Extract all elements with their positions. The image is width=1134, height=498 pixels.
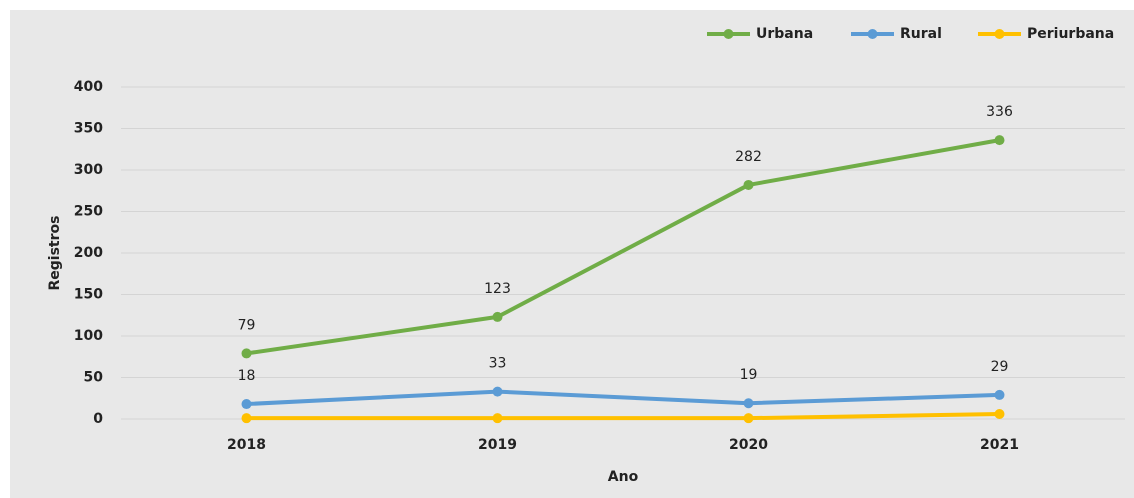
- y-tick-label: 50: [84, 370, 104, 386]
- x-tick-label: 2021: [980, 437, 1019, 453]
- data-point: [994, 135, 1005, 146]
- legend-marker: [994, 29, 1005, 39]
- y-tick-label: 300: [74, 162, 103, 178]
- data-label: 29: [991, 359, 1009, 375]
- x-tick-label: 2018: [227, 437, 266, 453]
- data-label: 123: [484, 281, 511, 297]
- data-point: [492, 386, 503, 397]
- x-tick-label: 2020: [729, 437, 768, 453]
- data-point: [743, 398, 754, 409]
- series-line: [246, 138, 1000, 356]
- data-label: 19: [740, 367, 758, 383]
- legend-marker: [867, 29, 878, 39]
- data-label: 336: [986, 104, 1013, 120]
- y-tick-label: 150: [74, 287, 103, 303]
- x-tick-label: 2019: [478, 437, 517, 453]
- legend-label: Urbana: [756, 26, 813, 42]
- y-tick-label: 250: [74, 204, 103, 220]
- data-point: [241, 399, 252, 410]
- series-line: [246, 389, 1000, 407]
- y-tick-label: 350: [74, 121, 103, 137]
- y-tick-label: 100: [74, 328, 103, 344]
- data-label: 33: [489, 356, 507, 372]
- data-label: 79: [238, 317, 256, 333]
- data-point: [743, 179, 754, 190]
- data-point: [743, 413, 754, 424]
- data-point: [994, 389, 1005, 400]
- data-point: [492, 413, 503, 424]
- data-label: 282: [735, 149, 762, 165]
- series-line: [246, 412, 1000, 421]
- data-point: [241, 348, 252, 359]
- y-tick-label: 400: [74, 79, 103, 95]
- data-label: 18: [238, 368, 256, 384]
- data-point: [241, 413, 252, 424]
- data-point: [492, 311, 503, 322]
- legend-marker: [723, 29, 734, 39]
- y-axis-title: Registros: [47, 216, 63, 291]
- legend-label: Periurbana: [1027, 26, 1114, 42]
- y-tick-label: 0: [93, 411, 103, 427]
- chart-background: [10, 10, 1134, 498]
- legend-label: Rural: [900, 26, 942, 42]
- y-tick-label: 200: [74, 245, 103, 261]
- x-axis-title: Ano: [608, 469, 639, 485]
- data-point: [994, 409, 1005, 420]
